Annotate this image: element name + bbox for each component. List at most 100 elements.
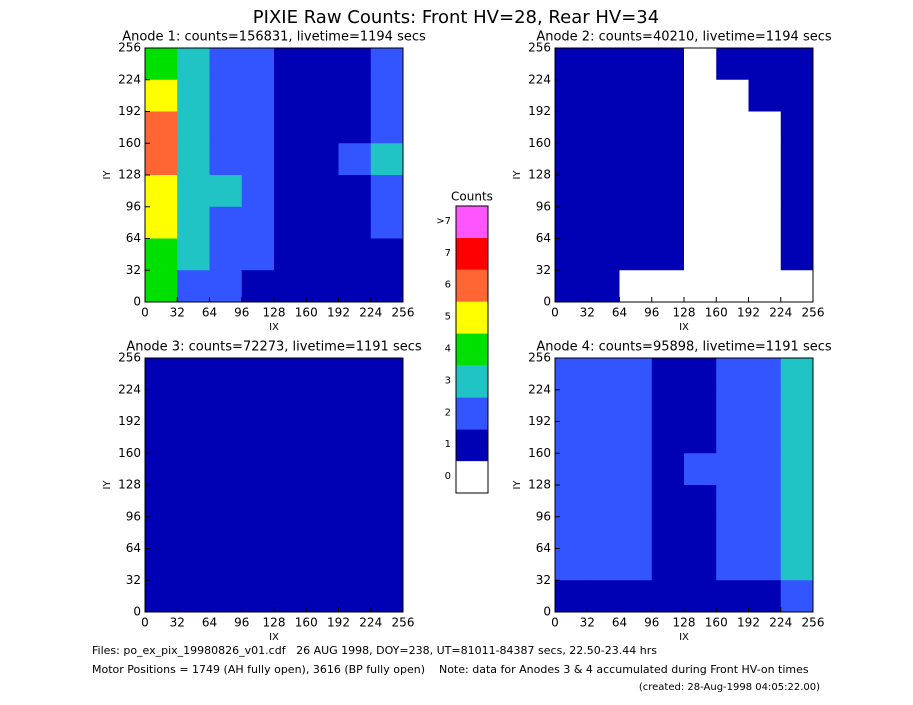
x-tick-label: 128	[673, 616, 696, 630]
heat-cell	[241, 516, 275, 549]
y-tick-label: 0	[133, 605, 141, 619]
heat-cell	[780, 358, 814, 391]
y-tick-label: 256	[528, 41, 551, 55]
heat-cell	[651, 453, 685, 486]
heat-cell	[555, 453, 588, 486]
x-tick-label: 0	[551, 306, 559, 320]
heat-cell	[587, 485, 620, 518]
heat-cell	[209, 48, 243, 81]
heat-cell	[716, 516, 749, 549]
heat-cell	[241, 238, 275, 271]
y-tick-label: 224	[118, 72, 141, 86]
x-tick-label: 256	[802, 306, 825, 320]
heat-cell	[177, 79, 210, 112]
heat-cell	[338, 580, 372, 613]
heat-cell	[145, 548, 178, 581]
x-axis-label: IX	[269, 322, 279, 333]
y-axis-label: IY	[102, 480, 113, 490]
x-tick-label: 128	[263, 616, 286, 630]
colorbar-label: 0	[445, 471, 451, 482]
x-tick-label: 32	[580, 616, 595, 630]
heat-cell	[370, 111, 404, 144]
heat-cell	[306, 453, 339, 486]
heat-cell	[780, 48, 814, 81]
heat-cell	[587, 548, 620, 581]
heat-cell	[780, 175, 814, 208]
y-tick-label: 160	[528, 136, 551, 150]
heat-cell	[370, 548, 404, 581]
heat-cell	[338, 485, 372, 518]
panel-title: Anode 1: counts=156831, livetime=1194 se…	[122, 30, 426, 45]
heat-cell	[555, 485, 588, 518]
heat-cell	[780, 270, 814, 303]
heat-cell	[619, 111, 653, 144]
heat-cell	[748, 421, 782, 454]
heat-cell	[145, 358, 178, 391]
heat-cell	[209, 389, 243, 422]
heat-cell	[274, 238, 307, 271]
heat-cell	[555, 389, 588, 422]
heat-cell	[338, 206, 372, 239]
heat-cell	[306, 580, 339, 613]
y-tick-label: 32	[126, 263, 141, 277]
heat-cell	[241, 48, 275, 81]
colorbar-label: 1	[445, 439, 451, 450]
heat-cell	[716, 175, 749, 208]
heat-cell	[306, 48, 339, 81]
heat-cell	[684, 358, 717, 391]
heat-cell	[306, 421, 339, 454]
heat-cell	[306, 389, 339, 422]
colorbar-label: 4	[445, 344, 451, 355]
heat-cell	[274, 358, 307, 391]
heat-cell	[748, 238, 782, 271]
heat-cell	[209, 175, 243, 208]
y-tick-label: 224	[118, 382, 141, 396]
heat-cell	[684, 548, 717, 581]
x-tick-label: 256	[802, 616, 825, 630]
heat-cell	[306, 79, 339, 112]
heat-cell	[177, 548, 210, 581]
heat-cell	[716, 48, 749, 81]
y-tick-label: 96	[536, 199, 551, 213]
heat-cell	[748, 143, 782, 176]
y-tick-label: 0	[543, 605, 551, 619]
heat-cell	[684, 111, 717, 144]
heat-cell	[684, 580, 717, 613]
x-tick-label: 32	[170, 306, 185, 320]
heat-cell	[555, 143, 588, 176]
heat-cell	[145, 580, 178, 613]
x-tick-label: 96	[234, 616, 249, 630]
heat-cell	[177, 580, 210, 613]
heat-cell	[587, 421, 620, 454]
x-tick-label: 224	[769, 616, 792, 630]
x-tick-label: 0	[551, 616, 559, 630]
colorbar-label: 3	[445, 375, 451, 386]
heat-cell	[587, 238, 620, 271]
heat-cell	[177, 206, 210, 239]
heat-cell	[651, 143, 685, 176]
heat-cell	[748, 111, 782, 144]
heat-cell	[338, 453, 372, 486]
x-tick-label: 128	[673, 306, 696, 320]
heat-cell	[370, 79, 404, 112]
heat-cell	[241, 421, 275, 454]
x-tick-label: 96	[644, 616, 659, 630]
heat-cell	[306, 548, 339, 581]
heat-cell	[306, 206, 339, 239]
y-tick-label: 0	[133, 295, 141, 309]
heat-cell	[587, 580, 620, 613]
heat-cell	[177, 175, 210, 208]
heat-cell	[780, 421, 814, 454]
heat-cell	[241, 206, 275, 239]
y-tick-label: 160	[528, 446, 551, 460]
heat-cell	[370, 206, 404, 239]
heat-cell	[684, 143, 717, 176]
heat-cell	[684, 79, 717, 112]
colorbar-label: >7	[436, 216, 451, 227]
heat-cell	[145, 48, 178, 81]
y-tick-label: 224	[528, 382, 551, 396]
heat-cell	[780, 516, 814, 549]
heat-cell	[209, 548, 243, 581]
heat-cell	[274, 79, 307, 112]
colorbar-band	[456, 429, 488, 462]
